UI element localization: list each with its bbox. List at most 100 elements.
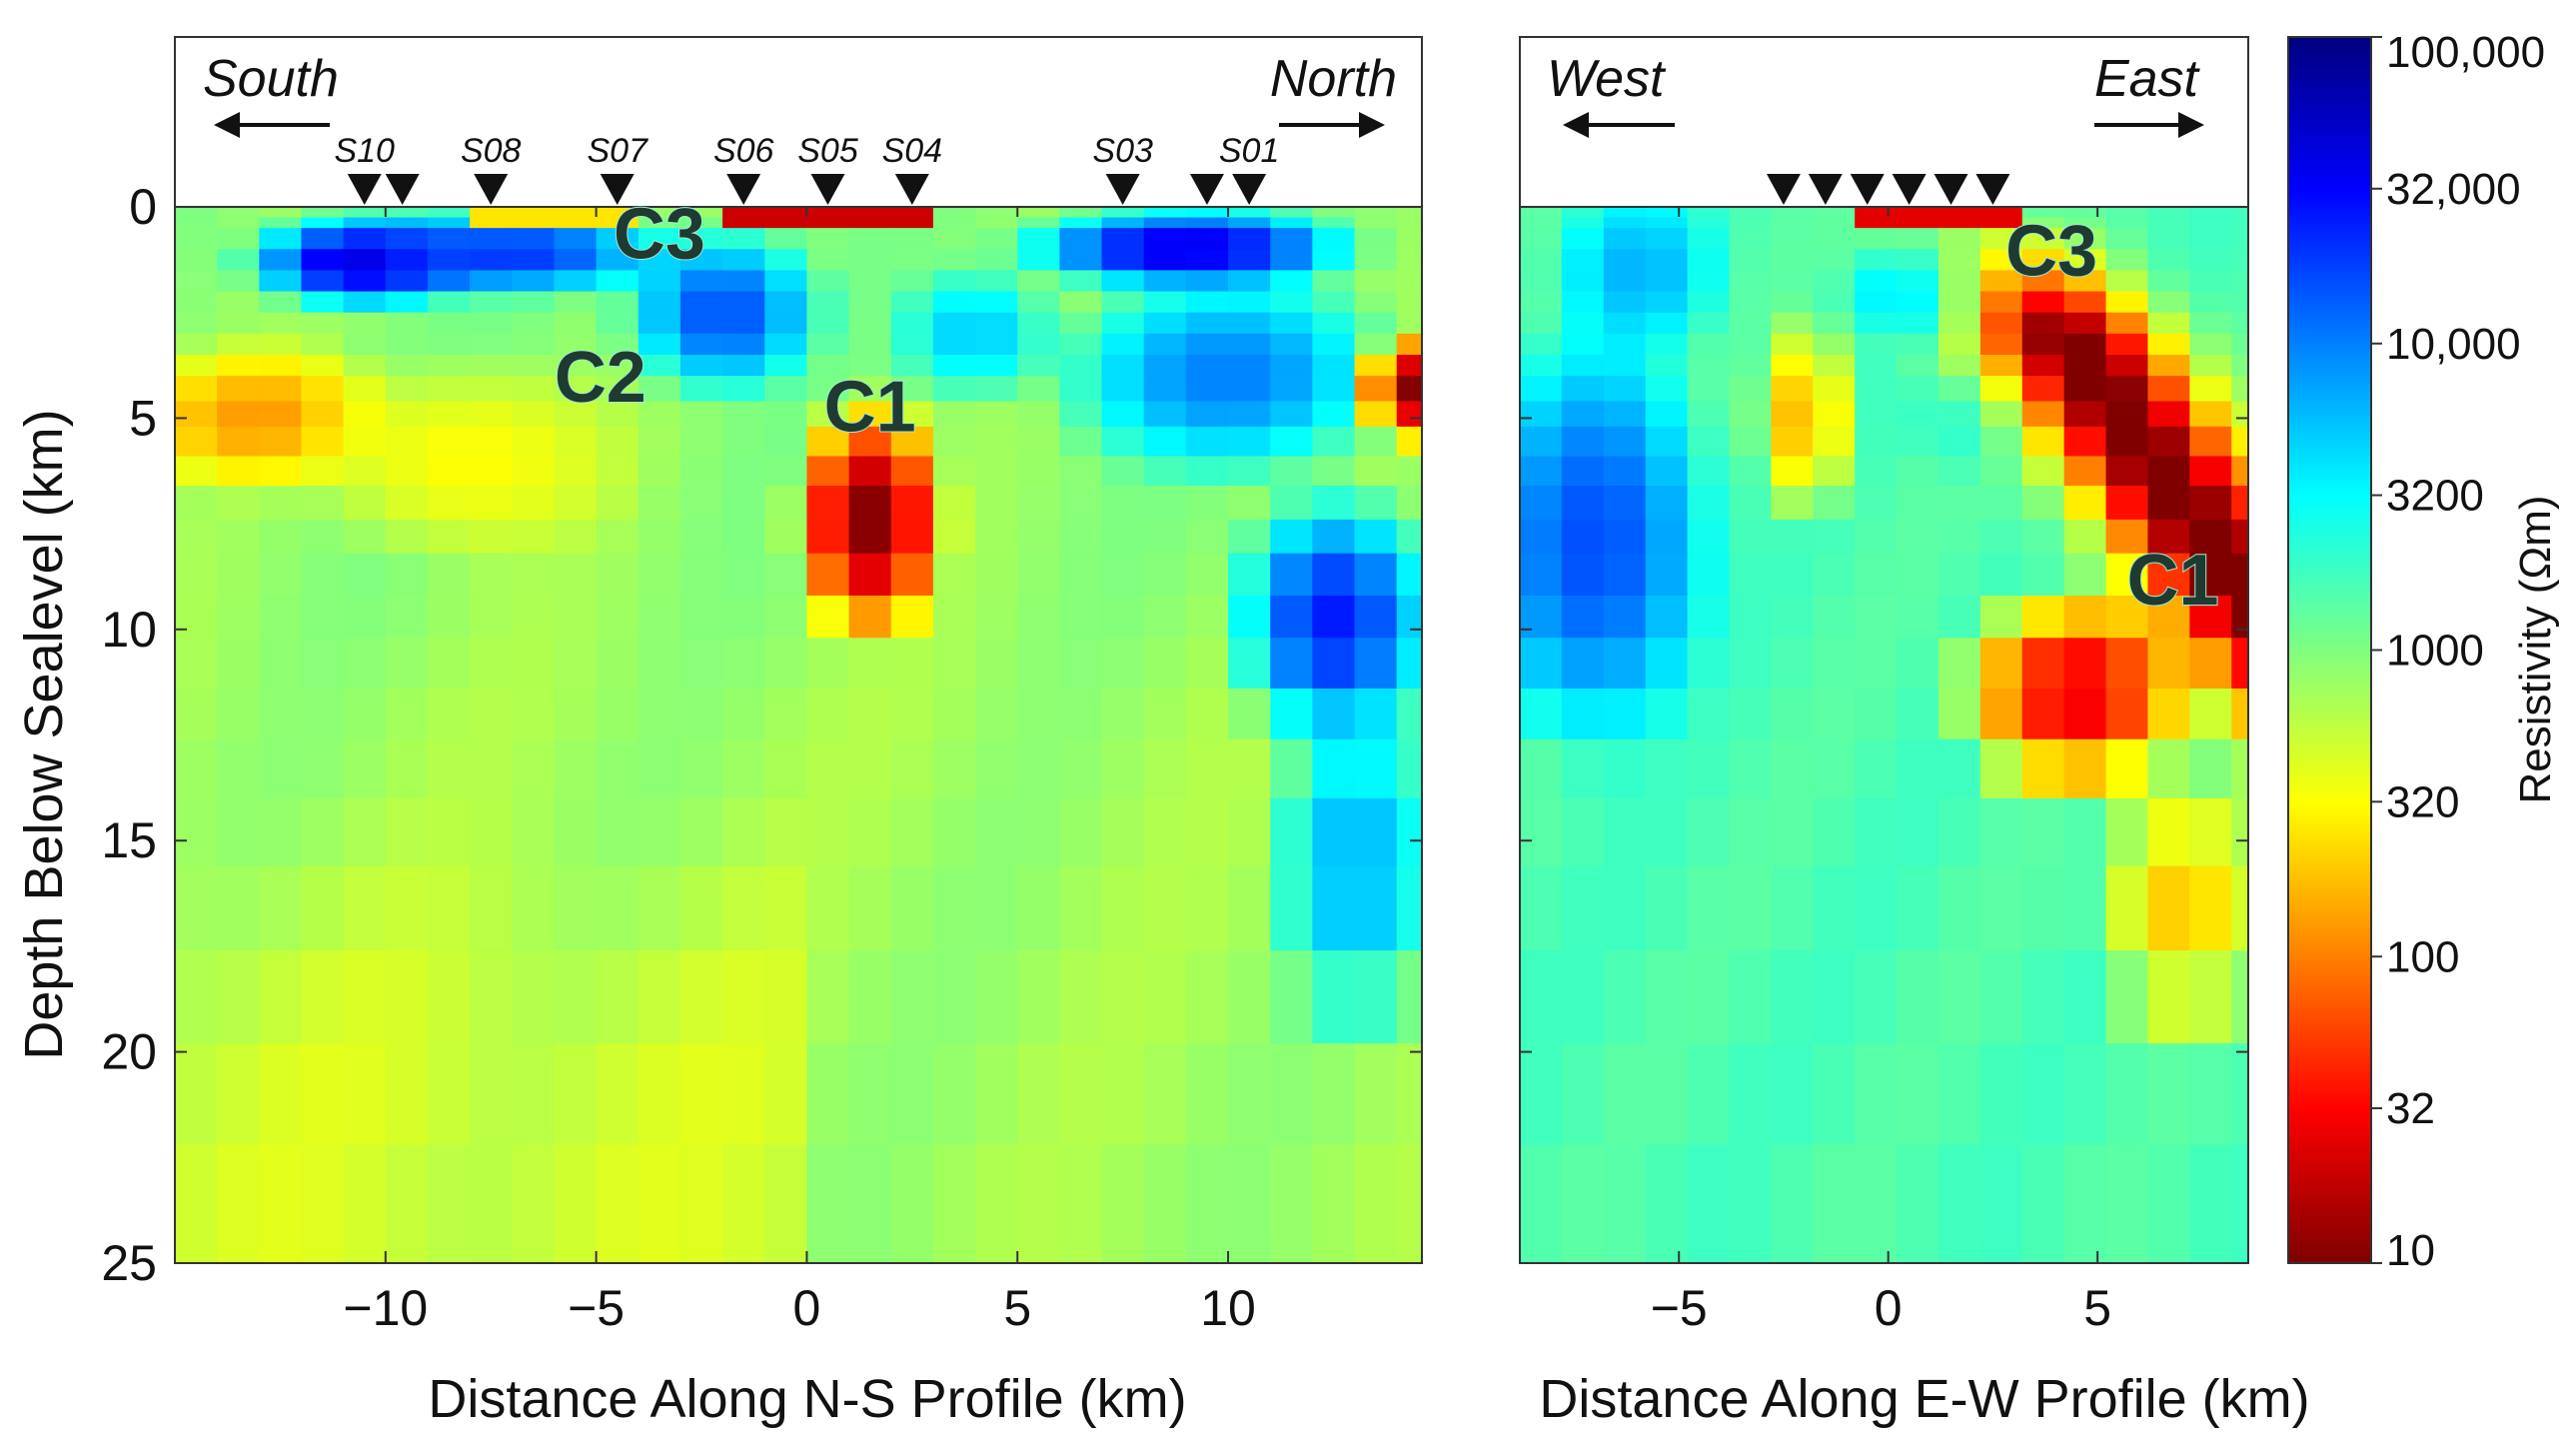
ew-heatmap-cell — [2147, 1144, 2191, 1263]
ns-heatmap-cell — [679, 486, 723, 521]
ns-heatmap-cell — [806, 865, 850, 951]
ns-heatmap-cell — [1396, 426, 1422, 458]
ew-east-label: East — [2094, 50, 2201, 108]
ns-heatmap-cell — [679, 553, 723, 597]
ns-heatmap-cell — [259, 1043, 303, 1146]
ns-heatmap-cell — [301, 426, 345, 458]
ew-heatmap-cell — [2105, 426, 2149, 458]
ns-heatmap-cell — [722, 426, 766, 458]
ew-heatmap-cell — [1687, 553, 1731, 597]
ns-heatmap-cell — [259, 333, 303, 356]
ns-heatmap-cell — [596, 456, 640, 487]
ew-heatmap-cell — [1687, 797, 1731, 867]
ns-heatmap-cell — [1101, 291, 1145, 314]
ew-heatmap-cell — [1729, 249, 1773, 272]
ns-heatmap-cell — [1354, 376, 1398, 403]
ns-heatmap-cell — [596, 865, 640, 951]
ns-heatmap-cell — [1312, 456, 1356, 487]
ns-heatmap-cell — [975, 1043, 1019, 1146]
ew-heatmap-cell — [1729, 228, 1773, 251]
ew-heatmap-cell — [2147, 738, 2191, 799]
ns-heatmap-cell — [175, 797, 218, 867]
ns-heatmap-cell — [175, 519, 218, 555]
ew-heatmap-cell — [2147, 376, 2191, 403]
ew-heatmap-cell — [1520, 797, 1563, 867]
ew-heatmap-cell — [1771, 217, 1815, 229]
ew-heatmap-cell — [2021, 1144, 2065, 1263]
ns-heatmap-cell — [764, 456, 808, 487]
ns-heatmap-cell — [470, 207, 514, 219]
ns-heatmap-cell — [470, 456, 514, 487]
ns-heatmap-cell — [890, 270, 934, 293]
ew-heatmap-cell — [2231, 401, 2248, 428]
ns-heatmap-cell — [764, 865, 808, 951]
ns-heatmap-cell — [975, 1144, 1019, 1263]
ns-heatmap-cell — [1396, 312, 1422, 335]
ns-heatmap-cell — [975, 401, 1019, 428]
ns-heatmap-cell — [175, 1043, 218, 1146]
ew-heatmap-cell — [1645, 312, 1689, 335]
ns-heatmap-cell — [1270, 553, 1314, 597]
ns-panel: −10 −5 0 5 10 0 5 10 15 20 25 S10 S08 S07 S06 S05 S04 S0… — [14, 36, 1423, 1429]
ns-heatmap-cell — [1059, 486, 1103, 521]
ew-heatmap-cell — [1855, 207, 1898, 219]
ns-heatmap-cell — [1017, 1144, 1061, 1263]
ns-heatmap-cell — [554, 950, 598, 1044]
ew-heatmap-cell — [1603, 228, 1647, 251]
ns-heatmap-cell — [470, 688, 514, 740]
ew-heatmap-cell — [1813, 1043, 1856, 1146]
ew-heatmap-cell — [1937, 312, 1981, 335]
ns-heatmap-cell — [554, 217, 598, 229]
ew-heatmap-cell — [1855, 376, 1898, 403]
ew-heatmap-cell — [1645, 519, 1689, 555]
ew-heatmap-cell — [1813, 638, 1856, 690]
ns-heatmap-cell — [301, 865, 345, 951]
ns-heatmap-cell — [554, 519, 598, 555]
ew-heatmap-cell — [1603, 291, 1647, 314]
ew-heatmap-cell — [2189, 270, 2233, 293]
ew-heatmap-cell — [1855, 217, 1898, 229]
ns-heatmap-cell — [1185, 519, 1229, 555]
ew-heatmap-cell — [2105, 333, 2149, 356]
ew-heatmap-cell — [1687, 595, 1731, 640]
ns-heatmap-cell — [1017, 553, 1061, 597]
ns-heatmap-cell — [679, 217, 723, 229]
ns-heatmap-cell — [385, 950, 429, 1044]
ew-heatmap-cell — [1897, 354, 1939, 377]
colorbar: 100,000 32,000 10,000 3200 1000 320 100 32 10 Re… — [2287, 28, 2560, 1275]
ns-heatmap-cell — [1270, 207, 1314, 219]
ns-heatmap-cell — [470, 270, 514, 293]
ew-heatmap-cell — [1937, 354, 1981, 377]
ew-heatmap-cell — [2189, 376, 2233, 403]
ns-heatmap-cell — [679, 738, 723, 799]
ns-heatmap-cell — [1017, 595, 1061, 640]
ns-x-axis-title: Distance Along N-S Profile (km) — [428, 1369, 1186, 1429]
ew-heatmap-cell — [2021, 638, 2065, 690]
ns-heatmap-cell — [385, 291, 429, 314]
ns-heatmap-cell — [470, 1144, 514, 1263]
ew-heatmap-cell — [1771, 519, 1815, 555]
ns-heatmap-cell — [890, 291, 934, 314]
ns-heatmap-cell — [512, 486, 556, 521]
ns-heatmap-cell — [722, 519, 766, 555]
ew-heatmap-cell — [2105, 797, 2149, 867]
ew-heatmap-cell — [1771, 638, 1815, 690]
ns-heatmap-cell — [512, 217, 556, 229]
ns-north-label: North — [1270, 50, 1397, 108]
ns-station-label: S01 — [1219, 132, 1280, 170]
ns-heatmap-cell — [975, 688, 1019, 740]
ns-heatmap-cell — [217, 519, 261, 555]
ew-heatmap-cell — [1520, 688, 1563, 740]
ew-heatmap-cell — [2231, 553, 2248, 597]
ew-heatmap-cell — [2105, 1043, 2149, 1146]
ns-heatmap-cell — [512, 207, 556, 219]
ew-heatmap-cell — [1855, 456, 1898, 487]
ns-heatmap-cell — [1354, 486, 1398, 521]
ns-heatmap-cell — [596, 950, 640, 1044]
ew-heatmap-cell — [1855, 1144, 1898, 1263]
ns-heatmap-cell — [554, 688, 598, 740]
ns-heatmap-cell — [679, 228, 723, 251]
ns-heatmap-cell — [175, 249, 218, 272]
ns-heatmap-cell — [848, 376, 892, 403]
ns-heatmap-cell — [175, 333, 218, 356]
